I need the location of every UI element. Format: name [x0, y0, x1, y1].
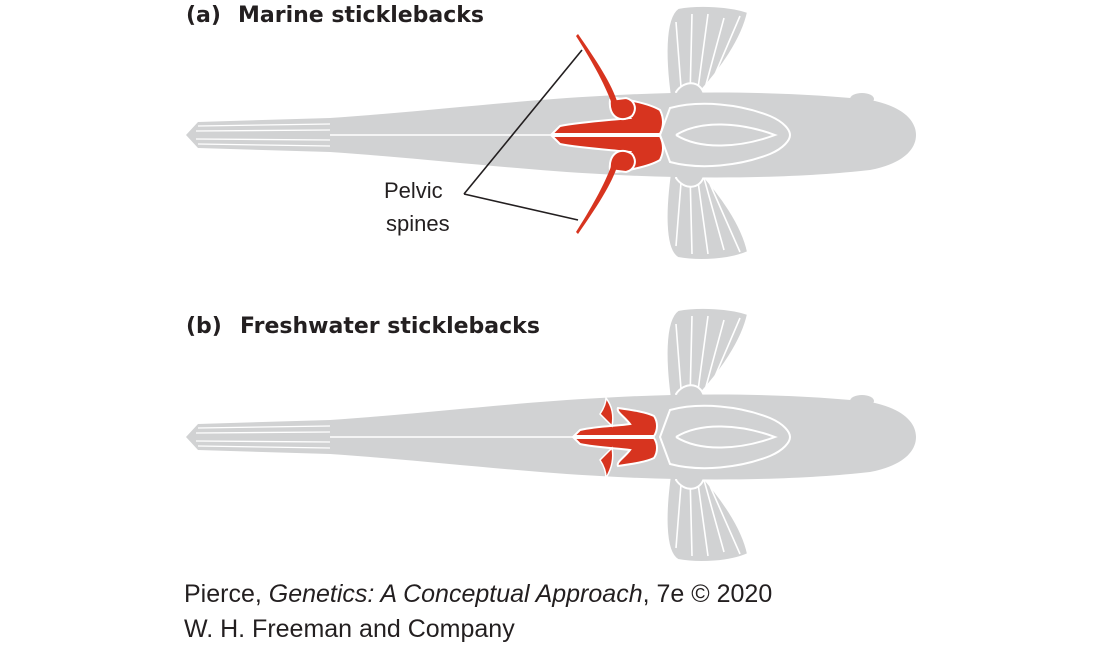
pelvic-spines-label-line1: Pelvic — [384, 178, 443, 203]
upper-pelvic-spine — [576, 34, 618, 104]
panel-b-label: (b) — [186, 314, 222, 339]
panel-b: (b) Freshwater sticklebacks — [185, 306, 917, 563]
lower-pelvic-spine — [576, 164, 618, 234]
freshwater-stickleback-fish — [185, 306, 917, 563]
panel-a-label: (a) — [186, 3, 221, 28]
credit-line-1: Pierce, Genetics: A Conceptual Approach,… — [184, 582, 772, 607]
pelvic-spines-label-line2: spines — [386, 211, 450, 236]
pelvic-spines-leader-lines — [463, 49, 583, 221]
panel-a-title: Marine sticklebacks — [238, 3, 484, 28]
credit-author: Pierce, — [184, 580, 269, 608]
panel-b-title: Freshwater sticklebacks — [240, 314, 540, 339]
freshwater-pelvis — [571, 395, 658, 481]
credit-book-title: Genetics: A Conceptual Approach — [268, 580, 643, 608]
marine-stickleback-fish — [185, 4, 917, 262]
panel-a: (a) Marine sticklebacks Pelvic spines — [185, 3, 917, 262]
credit-edition: , 7e © 2020 — [642, 580, 773, 608]
credit-publisher: W. H. Freeman and Company — [184, 615, 515, 643]
credit-line-2: W. H. Freeman and Company — [184, 617, 515, 642]
